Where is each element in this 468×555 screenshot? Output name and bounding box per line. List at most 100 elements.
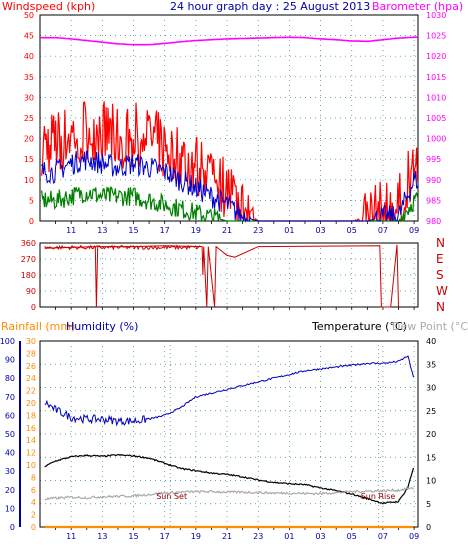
direction-series (44, 244, 399, 308)
windspeed-y-tick-label: 10 (24, 176, 34, 185)
windspeed-axis-title: Windspeed (kph) (2, 0, 95, 13)
windspeed-y-tick-label: 30 (24, 93, 34, 102)
temp-panel-x-tick-label: 01 (284, 532, 294, 541)
barometer-y-tick-label: 985 (426, 196, 441, 205)
temp-panel-x-tick-label: 07 (378, 532, 388, 541)
compass-label: E (436, 252, 444, 266)
compass-label: S (436, 268, 444, 282)
humidity-y-tick-label: 80 (5, 374, 15, 383)
rainfall-y-tick-label: 0 (31, 523, 36, 532)
barometer-series (40, 36, 418, 46)
temp-panel-x-tick-label: 23 (253, 532, 263, 541)
temp-panel-x-tick-label: 09 (409, 532, 419, 541)
sunset-annotation: Sun Set (156, 492, 187, 501)
wind-panel-x-tick-label: 05 (347, 226, 357, 235)
barometer-y-tick-label: 990 (426, 176, 441, 185)
direction-panel-frame (39, 242, 419, 308)
rainfall-y-tick-label: 30 (26, 337, 36, 346)
humidity-series (44, 355, 414, 427)
wind-panel-x-tick-label: 13 (97, 226, 107, 235)
rainfall-y-tick-label: 24 (26, 374, 36, 383)
temp-panel-x-tick-label: 11 (66, 532, 76, 541)
windspeed-y-tick-label: 5 (29, 196, 34, 205)
compass-label: N (436, 236, 445, 250)
wind-panel-x-tick-label: 11 (66, 226, 76, 235)
humidity-y-tick-label: 60 (5, 411, 15, 420)
wind-panel-x-tick-label: 23 (253, 226, 263, 235)
humidity-y-tick-label: 70 (5, 393, 15, 402)
windspeed-y-tick-label: 20 (24, 135, 34, 144)
rainfall-y-tick-label: 16 (26, 424, 36, 433)
temperature-y-tick-label: 15 (426, 453, 436, 462)
temperature-y-tick-label: 0 (426, 523, 431, 532)
humidity-y-tick-label: 100 (0, 337, 15, 346)
temperature-y-tick-label: 25 (426, 407, 436, 416)
temperature-y-tick-label: 35 (426, 360, 436, 369)
wind-panel-x-tick-label: 21 (222, 226, 232, 235)
wind-panel-x-tick-label: 09 (409, 226, 419, 235)
rainfall-y-tick-label: 18 (26, 411, 36, 420)
temperature-axis-title: Temperature (°C) (311, 320, 407, 333)
windspeed-y-tick-label: 25 (24, 114, 34, 123)
temperature-y-tick-label: 10 (426, 477, 436, 486)
barometer-y-tick-label: 1010 (426, 93, 446, 102)
temperature-y-tick-label: 5 (426, 500, 431, 509)
humidity-y-tick-label: 50 (5, 430, 15, 439)
barometer-y-tick-label: 1015 (426, 73, 446, 82)
dewpoint-series (44, 486, 415, 501)
direction-y-tick-label: 90 (26, 287, 36, 296)
wind-panel-x-tick-label: 01 (284, 226, 294, 235)
direction-y-tick-label: 180 (21, 271, 36, 280)
barometer-y-tick-label: 1020 (426, 52, 446, 61)
barometer-y-tick-label: 1000 (426, 135, 446, 144)
rainfall-y-tick-label: 8 (31, 473, 36, 482)
temperature-humidity-panel: 0102030405060708090100024681012141618202… (0, 337, 436, 541)
barometer-y-tick-label: 1030 (426, 11, 446, 20)
rainfall-y-tick-label: 20 (26, 399, 36, 408)
barometer-y-tick-label: 1005 (426, 114, 446, 123)
temperature-series (44, 453, 415, 505)
windspeed-y-tick-label: 40 (24, 52, 34, 61)
temp-panel-x-tick-label: 21 (222, 532, 232, 541)
sunrise-annotation: Sun Rise (361, 492, 396, 501)
rainfall-y-tick-label: 2 (31, 511, 36, 520)
dewpoint-axis-title: Dew Point (°C) (392, 320, 468, 333)
humidity-axis-title: Humidity (%) (66, 320, 138, 333)
windspeed-y-tick-label: 15 (24, 155, 34, 164)
humidity-y-tick-label: 90 (5, 356, 15, 365)
rainfall-y-tick-label: 4 (31, 498, 36, 507)
rainfall-axis-title: Rainfall (mm) (1, 320, 75, 333)
humidity-y-tick-label: 30 (5, 467, 15, 476)
rainfall-y-tick-label: 26 (26, 362, 36, 371)
wind-panel-x-tick-label: 07 (378, 226, 388, 235)
barometer-y-tick-label: 1025 (426, 32, 446, 41)
temperature-y-tick-label: 30 (426, 384, 436, 393)
rainfall-y-tick-label: 6 (31, 486, 36, 495)
temp-panel-x-tick-label: 17 (160, 532, 170, 541)
temperature-y-tick-label: 40 (426, 337, 436, 346)
barometer-axis-title: Barometer (hpa) (372, 0, 463, 13)
direction-y-tick-label: 270 (21, 255, 36, 264)
humidity-y-tick-label: 20 (5, 486, 15, 495)
wind-panel-x-tick-label: 03 (315, 226, 325, 235)
temp-panel-x-tick-label: 05 (347, 532, 357, 541)
rainfall-y-tick-label: 28 (26, 349, 36, 358)
compass-label: W (436, 284, 448, 298)
direction-y-tick-label: 360 (21, 239, 36, 248)
humidity-y-tick-label: 10 (5, 504, 15, 513)
barometer-y-tick-label: 995 (426, 155, 441, 164)
wind-panel-x-tick-label: 15 (128, 226, 138, 235)
temperature-y-tick-label: 20 (426, 430, 436, 439)
wind-average-series (41, 149, 418, 223)
windspeed-y-tick-label: 0 (29, 217, 34, 226)
temp-panel-x-tick-label: 19 (191, 532, 201, 541)
direction-y-tick-label: 0 (31, 303, 36, 312)
rainfall-y-tick-label: 22 (26, 387, 36, 396)
temp-panel-x-tick-label: 13 (97, 532, 107, 541)
rainfall-y-tick-label: 12 (26, 449, 36, 458)
windspeed-y-tick-label: 45 (24, 32, 34, 41)
temp-panel-x-tick-label: 03 (315, 532, 325, 541)
rainfall-y-tick-label: 10 (26, 461, 36, 470)
chart-title: 24 hour graph day : 25 August 2013 (170, 0, 370, 13)
